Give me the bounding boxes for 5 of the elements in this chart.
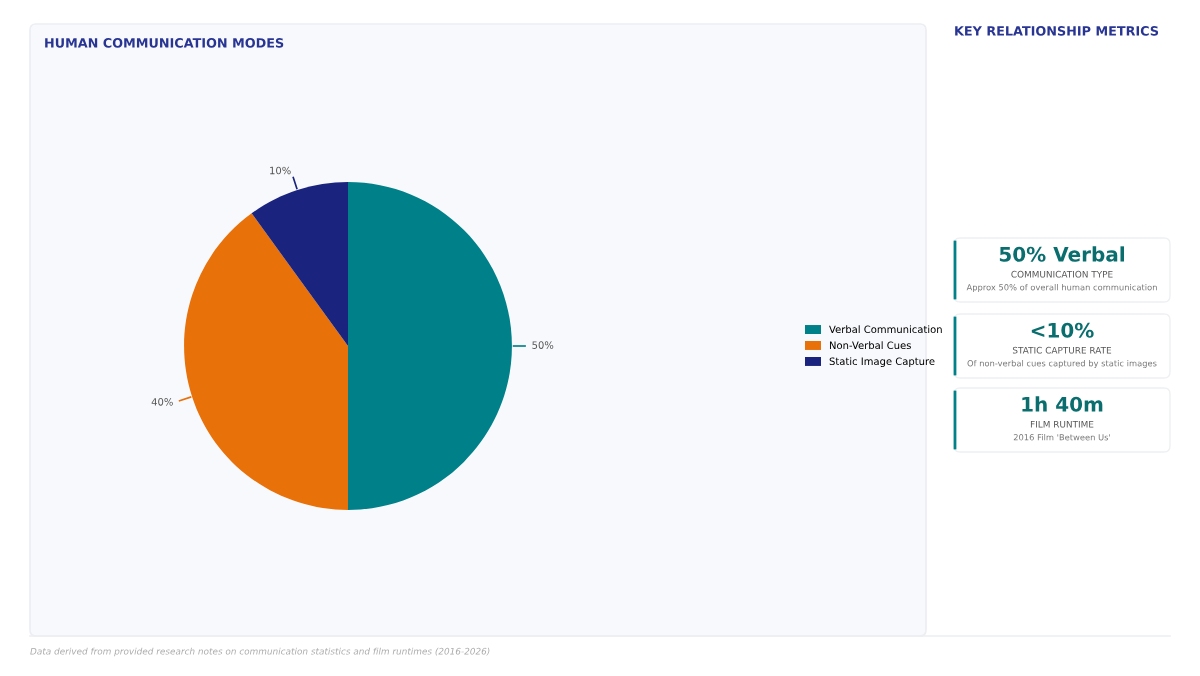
text: 50% Verbal: [999, 246, 1124, 262]
text: <10%: [1031, 322, 1094, 338]
pie-slice: [184, 213, 348, 510]
text: 1h 40m: [1022, 396, 1103, 412]
pie-slice: [251, 182, 348, 346]
